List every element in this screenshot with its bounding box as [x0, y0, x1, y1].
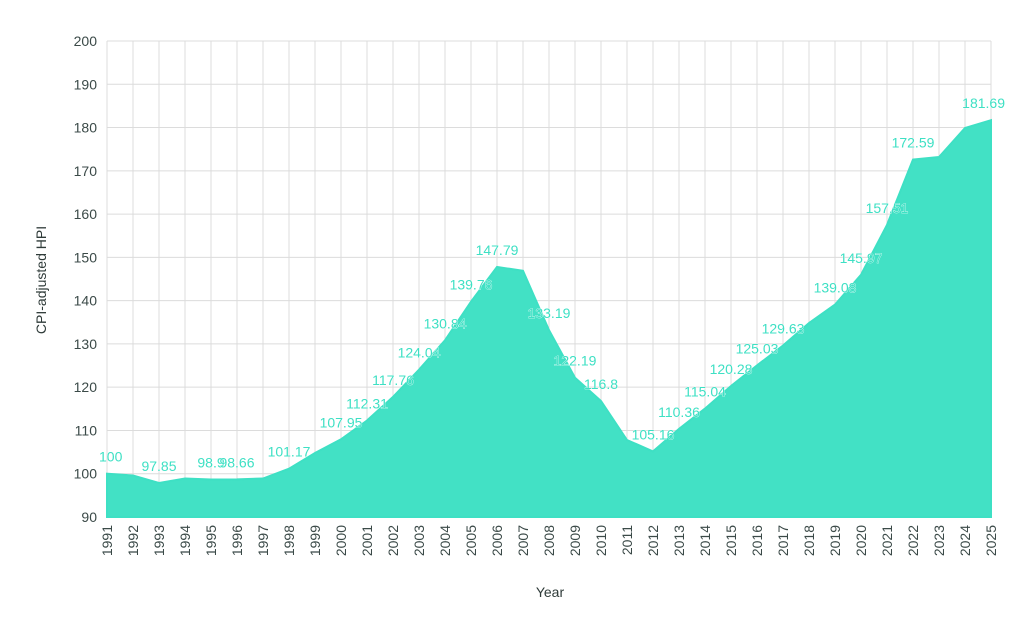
data-point-label: 133.19: [528, 305, 571, 321]
x-axis-title: Year: [536, 584, 565, 600]
y-tick-label: 160: [74, 206, 98, 222]
y-tick-label: 100: [74, 466, 98, 482]
x-tick-label: 1995: [203, 525, 219, 556]
x-tick-label: 2012: [645, 525, 661, 556]
data-point-label: 139.08: [814, 280, 857, 296]
x-tick-label: 2016: [749, 525, 765, 556]
x-axis-ticks: 1991 1992 1993 1994 1995 1996 1997 1998 1999 2000…: [99, 525, 999, 556]
data-point-label: 157.51: [866, 200, 909, 216]
y-tick-label: 120: [74, 379, 98, 395]
series-area: [106, 118, 992, 518]
x-tick-label: 2020: [853, 525, 869, 556]
y-tick-label: 130: [74, 336, 98, 352]
x-tick-label: 2025: [983, 525, 999, 556]
x-tick-label: 2017: [775, 525, 791, 556]
x-tick-label: 2008: [541, 525, 557, 556]
data-point-label: 105.16: [632, 426, 675, 442]
data-point-label: 116.8: [584, 376, 618, 392]
data-point-label: 112.31: [346, 395, 388, 411]
data-point-label: 122.19: [554, 353, 597, 369]
y-tick-label: 150: [74, 249, 98, 265]
y-tick-label: 190: [74, 76, 98, 92]
x-tick-label: 2010: [593, 525, 609, 556]
data-point-label: 124.04: [398, 345, 441, 361]
x-tick-label: 2006: [489, 525, 505, 556]
x-tick-label: 1992: [125, 525, 141, 556]
data-point-label: 115.04: [684, 384, 726, 400]
x-tick-label: 1998: [281, 525, 297, 556]
x-tick-label: 2024: [957, 525, 973, 556]
data-point-label: 145.97: [840, 250, 883, 266]
x-tick-label: 2023: [931, 525, 947, 556]
x-tick-label: 2001: [359, 525, 375, 556]
x-tick-label: 1991: [99, 525, 115, 556]
y-tick-label: 180: [74, 120, 98, 136]
x-tick-label: 1996: [229, 525, 245, 556]
data-point-label: 125.03: [736, 340, 779, 356]
data-point-label: 139.76: [450, 277, 493, 293]
data-point-label: 110.36: [658, 404, 700, 420]
data-point-label: 172.59: [892, 135, 935, 151]
data-point-label: 130.84: [424, 315, 467, 331]
x-tick-label: 1993: [151, 525, 167, 556]
data-point-label: 117.76: [372, 372, 414, 388]
x-tick-label: 2004: [437, 525, 453, 556]
data-point-label: 107.95: [320, 414, 363, 430]
x-tick-label: 1994: [177, 525, 193, 556]
data-point-label: 98.66: [219, 454, 254, 470]
data-labels: 100 97.85 98.998.66 101.17 107.95 112.31 117.7…: [99, 95, 1006, 474]
y-tick-label: 170: [74, 163, 98, 179]
x-tick-label: 2000: [333, 525, 349, 556]
x-tick-label: 2007: [515, 525, 531, 556]
x-tick-label: 2015: [723, 525, 739, 556]
y-tick-label: 110: [75, 422, 98, 438]
data-point-label: 100: [99, 449, 123, 465]
y-axis-title: CPI-adjusted HPI: [33, 226, 49, 334]
y-axis-ticks: 90 100 110 120 130 140 150 160 170 180 190 200: [74, 33, 98, 525]
y-tick-label: 140: [74, 293, 98, 309]
data-point-label: 97.85: [141, 458, 176, 474]
x-tick-label: 2011: [619, 525, 635, 555]
data-point-label: 120.28: [710, 361, 753, 377]
data-point-label: 101.17: [268, 444, 311, 460]
x-tick-label: 2014: [697, 525, 713, 556]
x-tick-label: 1997: [255, 525, 271, 556]
x-tick-label: 2005: [463, 525, 479, 556]
data-point-label: 181.69: [962, 95, 1005, 111]
x-tick-label: 2019: [827, 525, 843, 556]
x-tick-label: 2022: [905, 525, 921, 556]
x-tick-label: 2021: [879, 525, 895, 556]
x-tick-label: 2013: [671, 525, 687, 556]
data-area: [106, 118, 992, 518]
x-tick-label: 2003: [411, 525, 427, 556]
data-point-label: 129.63: [762, 321, 805, 337]
data-point-label: 98.9: [197, 455, 224, 471]
y-tick-label: 200: [74, 33, 98, 49]
x-tick-label: 2009: [567, 525, 583, 556]
data-point-label: 147.79: [476, 242, 519, 258]
x-tick-label: 1999: [307, 525, 323, 556]
x-tick-label: 2002: [385, 525, 401, 556]
x-tick-label: 2018: [801, 525, 817, 556]
y-tick-label: 90: [81, 509, 97, 525]
